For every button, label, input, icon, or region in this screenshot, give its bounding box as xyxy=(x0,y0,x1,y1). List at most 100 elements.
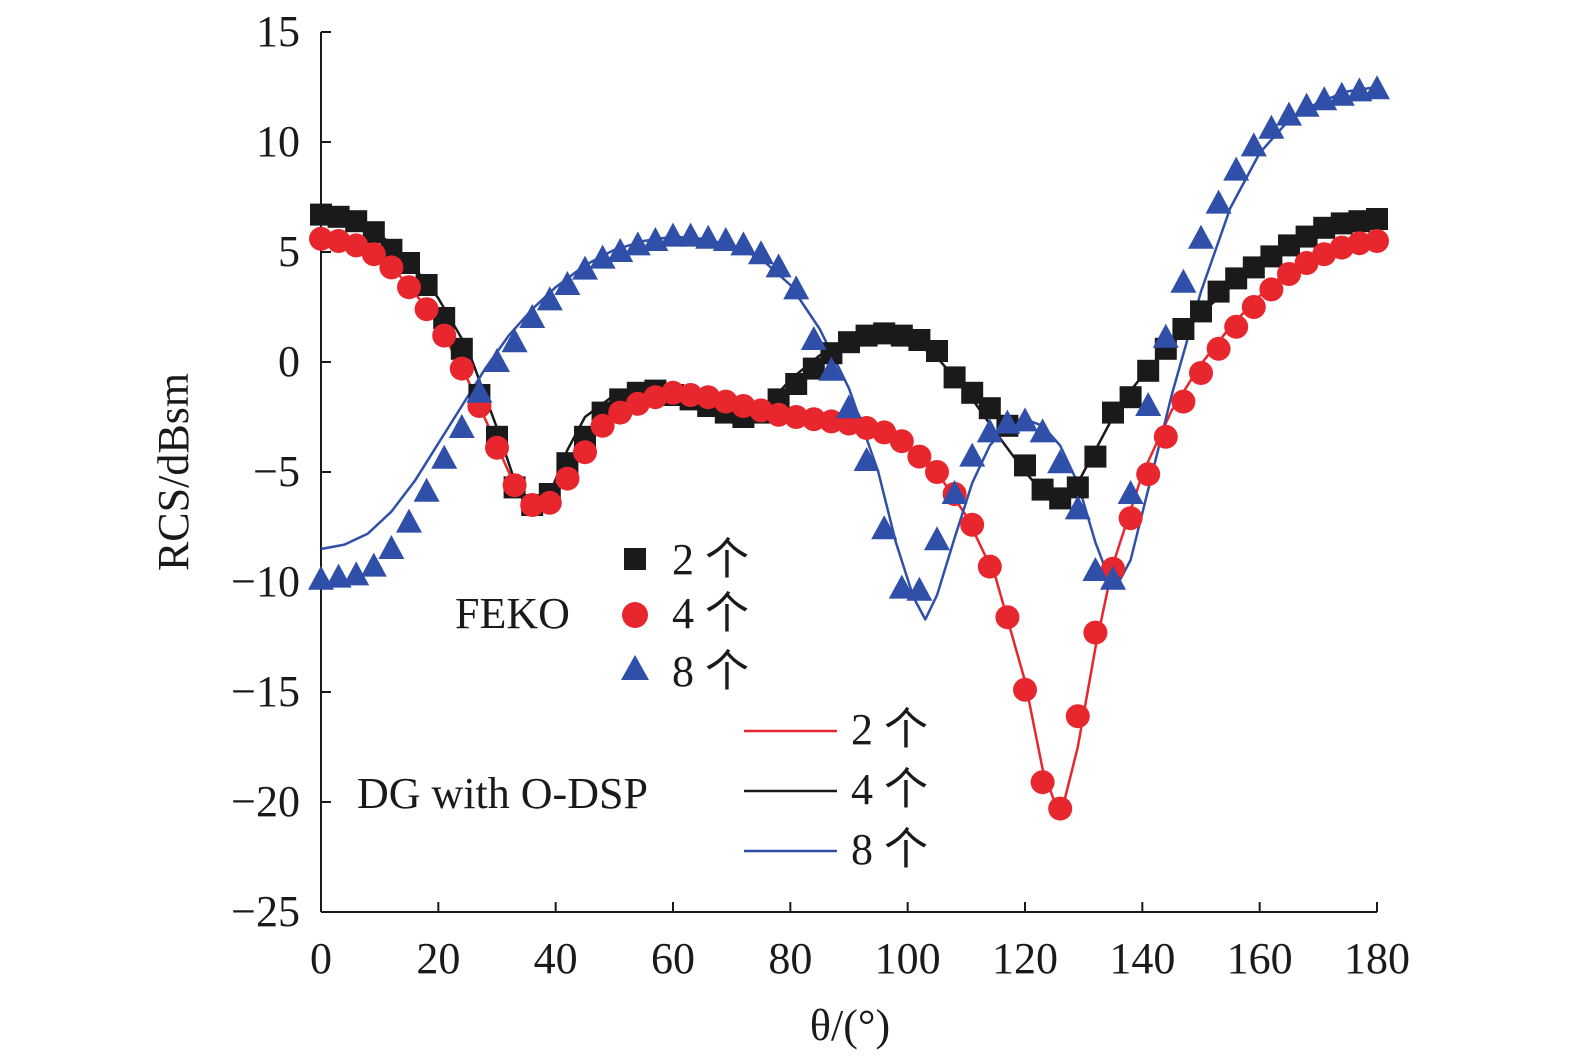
x-tick-label-8: 160 xyxy=(1227,934,1293,983)
point-0-52 xyxy=(1225,267,1248,290)
point-1-52 xyxy=(1224,314,1249,339)
y-tick-label-8: −25 xyxy=(231,887,300,936)
point-2-17 xyxy=(607,238,634,262)
y-tick-label-3: 0 xyxy=(278,337,300,386)
y-tick-label-0: 15 xyxy=(256,7,300,56)
point-2-52 xyxy=(1223,156,1250,181)
point-1-13 xyxy=(537,490,562,515)
point-1-39 xyxy=(995,605,1020,630)
point-2-39 xyxy=(994,409,1021,434)
point-2-27 xyxy=(783,275,810,300)
point-2-21 xyxy=(677,222,704,247)
legend-dg-label: DG with O-DSP xyxy=(357,769,648,818)
point-0-58 xyxy=(1330,212,1353,235)
point-1-50 xyxy=(1189,361,1213,385)
series-line-4 xyxy=(320,213,1378,511)
point-0-38 xyxy=(978,397,1001,420)
point-2-20 xyxy=(660,222,686,247)
x-tick-label-5: 100 xyxy=(875,934,941,983)
legend: FEKO DG with O-DSP 2 个 4 个 8 个 2 个 4 个 8… xyxy=(357,535,928,874)
point-0-35 xyxy=(926,340,948,362)
point-2-41 xyxy=(1029,418,1056,443)
point-2-10 xyxy=(484,348,510,372)
point-0-30 xyxy=(838,331,860,354)
legend-dg-8-label: 8 个 xyxy=(851,825,928,874)
point-2-26 xyxy=(765,253,792,278)
point-2-6 xyxy=(413,477,440,502)
point-0-51 xyxy=(1207,280,1230,303)
point-1-53 xyxy=(1241,295,1266,319)
point-2-45 xyxy=(1100,565,1126,590)
point-2-23 xyxy=(712,227,739,251)
point-1-54 xyxy=(1259,277,1284,302)
point-0-4 xyxy=(380,238,403,261)
point-0-8 xyxy=(450,337,473,360)
point-2-16 xyxy=(589,244,616,269)
y-tick-label-6: −15 xyxy=(231,667,300,716)
point-0-42 xyxy=(1049,487,1072,510)
point-1-15 xyxy=(573,440,597,465)
point-2-33 xyxy=(888,574,915,599)
point-2-24 xyxy=(730,231,757,256)
point-0-53 xyxy=(1242,256,1265,279)
point-1-40 xyxy=(1013,677,1037,702)
point-2-5 xyxy=(396,508,422,533)
point-2-4 xyxy=(378,535,405,559)
legend-feko-4-label: 4 个 xyxy=(672,589,749,638)
ticks: 0 20 40 60 80 100 120 140 160 180 15 10 5 0 −5 −10 −15 −2… xyxy=(231,7,1410,983)
point-2-56 xyxy=(1293,92,1320,117)
point-2-38 xyxy=(976,418,1003,443)
point-1-59 xyxy=(1347,231,1372,256)
point-1-16 xyxy=(590,413,615,438)
point-1-3 xyxy=(361,242,386,267)
legend-feko-2-label: 2 个 xyxy=(672,535,749,584)
point-0-6 xyxy=(415,274,438,296)
point-0-40 xyxy=(1014,454,1036,477)
legend-feko-8-label: 8 个 xyxy=(672,647,749,696)
point-0-1 xyxy=(327,205,350,228)
x-axis-label: θ/(°) xyxy=(810,1001,890,1050)
point-0-55 xyxy=(1278,234,1300,257)
x-tick-label-2: 40 xyxy=(534,934,578,983)
point-1-11 xyxy=(502,473,527,498)
point-2-47 xyxy=(1135,392,1162,416)
point-2-12 xyxy=(519,304,546,328)
point-1-48 xyxy=(1153,424,1178,449)
point-2-44 xyxy=(1082,557,1109,581)
point-2-2 xyxy=(343,561,370,586)
point-2-40 xyxy=(1012,407,1038,432)
point-2-43 xyxy=(1064,495,1091,520)
series-line-3 xyxy=(320,237,1378,819)
point-0-41 xyxy=(1031,478,1054,501)
point-1-0 xyxy=(309,226,333,251)
point-2-8 xyxy=(448,414,475,438)
feko-series-markers xyxy=(308,75,1390,821)
legend-feko-label: FEKO xyxy=(455,589,570,638)
point-2-42 xyxy=(1047,449,1074,474)
point-2-54 xyxy=(1258,114,1285,139)
point-1-6 xyxy=(414,297,439,322)
point-1-14 xyxy=(555,466,580,491)
point-2-32 xyxy=(871,515,898,540)
y-tick-label-7: −20 xyxy=(231,777,300,826)
point-1-28 xyxy=(801,407,826,432)
point-2-60 xyxy=(1364,75,1390,100)
point-1-44 xyxy=(1083,620,1108,645)
point-1-37 xyxy=(960,512,985,537)
point-0-44 xyxy=(1084,445,1107,468)
legend-feko-2-marker xyxy=(624,548,646,570)
point-2-35 xyxy=(924,526,950,551)
legend-dg-2-label: 2 个 xyxy=(851,705,928,754)
point-2-34 xyxy=(906,576,933,601)
point-0-56 xyxy=(1295,225,1318,248)
x-tick-label-1: 20 xyxy=(416,934,460,983)
point-0-34 xyxy=(908,329,931,351)
x-tick-label-9: 180 xyxy=(1344,934,1410,983)
point-2-7 xyxy=(431,444,458,469)
point-0-47 xyxy=(1137,359,1160,382)
point-1-26 xyxy=(766,402,791,427)
point-1-4 xyxy=(379,255,404,280)
x-tick-label-4: 80 xyxy=(768,934,812,983)
point-2-29 xyxy=(818,356,845,381)
point-2-13 xyxy=(536,286,563,311)
